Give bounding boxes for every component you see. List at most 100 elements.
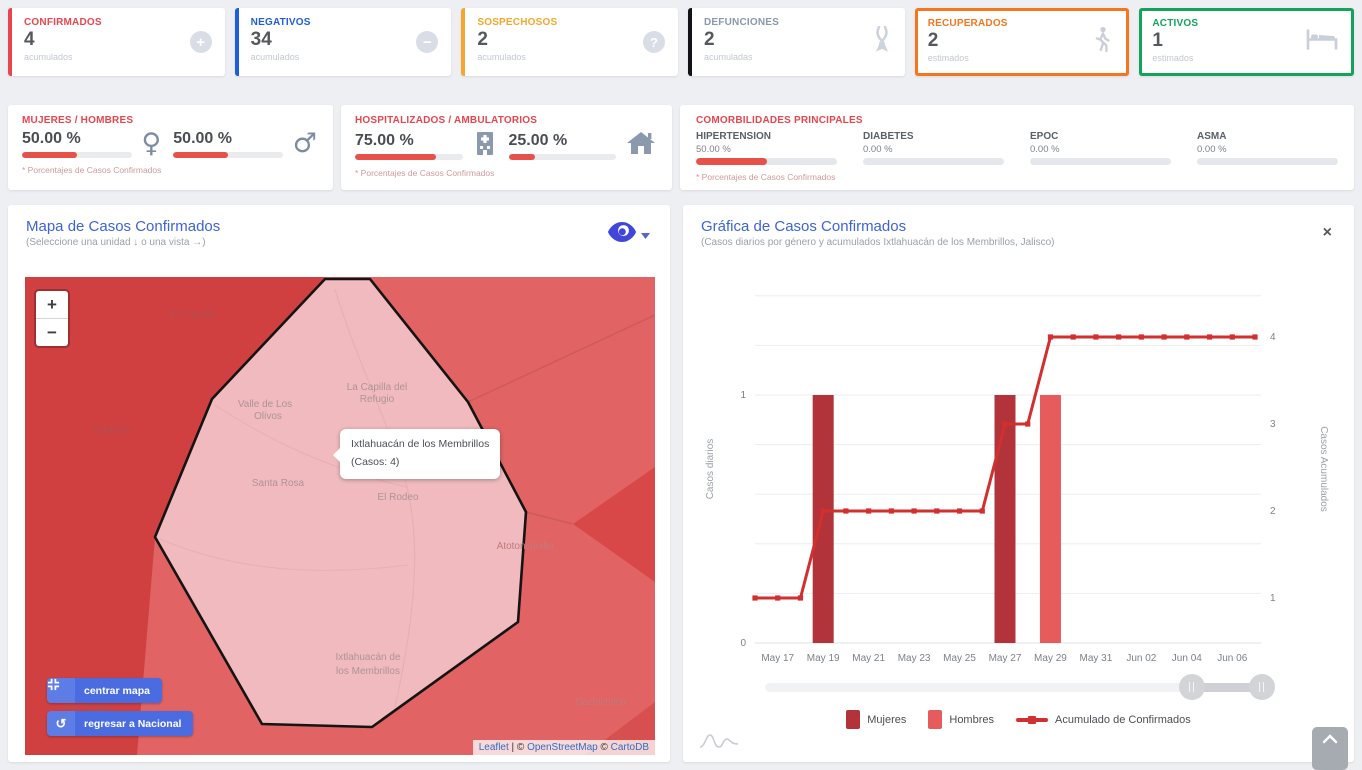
chevron-up-icon [1322, 734, 1338, 744]
slider-handle-left[interactable] [1179, 674, 1205, 700]
bed-icon [1306, 28, 1338, 57]
stat-value: 1 [1152, 30, 1163, 51]
plus-circle-icon: + [189, 31, 212, 53]
map-region-dark[interactable] [25, 277, 325, 755]
hospital-card-title: HOSPITALIZADOS / AMBULATORIOS [355, 115, 538, 126]
map-panel-subtitle: (Seleccione una unidad ↓ o una vista →) [26, 237, 206, 248]
stat-title: DEFUNCIONES [704, 17, 779, 28]
legend-item-acumulado-de-confirmados[interactable]: Acumulado de Confirmados [1016, 714, 1191, 726]
chart-range-slider[interactable] [765, 674, 1275, 700]
map-road [214, 404, 408, 488]
center-map-button[interactable]: centrar mapa [47, 678, 162, 703]
line-marker [888, 508, 894, 514]
stat-subtitle: estimados [927, 52, 969, 63]
map-place-label: Santa Rosa [252, 478, 305, 489]
stat-card-recuperados[interactable]: RECUPERADOS 2 estimados [914, 8, 1130, 76]
map-place-label: Las Trojes [64, 703, 110, 714]
back-to-national-button[interactable]: ↺ regresar a Nacional [47, 711, 194, 736]
stat-card-negativos[interactable]: NEGATIVOS 34 acumulados − [234, 8, 452, 76]
map-tooltip: Ixtlahuacán de los Membrillos (Casos: 4) [332, 429, 501, 479]
tooltip-cases: (Casos: 4) [351, 455, 400, 468]
x-axis-tick: May 29 [1034, 653, 1067, 664]
map-place-label: Valle de Los [238, 399, 292, 410]
male-icon: ♂ [292, 127, 317, 159]
female-percentage: 50.00 % [22, 130, 81, 147]
region-boundary [467, 314, 655, 403]
attribution-separator: | © [508, 742, 528, 753]
stat-subtitle: acumulados [24, 51, 73, 62]
chart-panel: Gráfica de Casos Confirmados (Casos diar… [683, 205, 1354, 762]
comorbidity-value: 0.00 % [1030, 144, 1060, 155]
undo-icon: ↺ [47, 711, 75, 736]
zoom-out-button[interactable]: − [36, 319, 68, 346]
stat-card-confirmados[interactable]: CONFIRMADOS 4 acumulados + [8, 8, 225, 76]
comorbidities-items: HIPERTENSION 50.00 % DIABETES 0.00 % EPOC 0.0… [696, 131, 1338, 165]
chevron-down-icon [641, 226, 650, 244]
map-place-label: los Membrillos [336, 666, 400, 677]
line-marker [866, 508, 872, 514]
comorbidity-progress [1030, 158, 1171, 165]
stat-card-sospechosos[interactable]: SOSPECHOSOS 2 acumulados? [461, 8, 679, 76]
line-marker [911, 508, 917, 514]
stat-card-activos[interactable]: ACTIVOS 1 estimados [1139, 8, 1355, 76]
chart-panel-subtitle: (Casos diarios por género y acumulados I… [701, 237, 1055, 248]
hospital-card: HOSPITALIZADOS / AMBULATORIOS 75.00 % 25… [341, 105, 672, 190]
map-region-wedge[interactable] [573, 467, 655, 582]
bar-hombres[interactable] [1039, 395, 1061, 643]
male-progress-fill [173, 152, 229, 158]
right-axis-tick: 4 [1270, 332, 1276, 343]
map-place-label: Olivos [254, 411, 282, 422]
x-axis-tick: May 17 [761, 653, 794, 664]
line-marker [1184, 334, 1190, 340]
line-marker [1161, 334, 1167, 340]
cases-chart: May 17 May 19 May 21 May 23 May 25 May 27 May … [705, 295, 1329, 664]
line-marker [1025, 421, 1031, 427]
compress-icon [47, 678, 75, 703]
comorbidities-title: COMORBILIDADES PRINCIPALES [696, 115, 863, 126]
slider-handle-right[interactable] [1249, 674, 1275, 700]
female-progress [22, 152, 132, 158]
center-map-label: centrar mapa [84, 684, 150, 697]
line-marker [1093, 334, 1099, 340]
legend-item-hombres[interactable]: Hombres [928, 710, 994, 729]
bar-mujeres[interactable] [812, 395, 834, 643]
bar-mujeres[interactable] [994, 395, 1016, 643]
stat-card-defunciones[interactable]: DEFUNCIONES 2 acumuladas [688, 8, 905, 76]
hospitalized-progress [355, 153, 463, 160]
legend-item-mujeres[interactable]: Mujeres [846, 710, 906, 729]
stat-subtitle: estimados [1152, 52, 1194, 63]
line-marker [1070, 334, 1076, 340]
handle-grip [1189, 682, 1194, 692]
line-marker [1047, 334, 1054, 340]
map-view-selector[interactable] [607, 221, 650, 248]
zoom-in-button[interactable]: + [36, 291, 68, 319]
attribution-separator: © [597, 742, 611, 753]
scroll-to-top-button[interactable] [1312, 727, 1348, 770]
legend-line-swatch [1016, 715, 1048, 724]
map-place-label: La Capilla del [347, 382, 408, 393]
osm-link[interactable]: OpenStreetMap [527, 742, 598, 753]
tooltip-municipality: Ixtlahuacán de los Membrillos [351, 438, 490, 450]
leaflet-link[interactable]: Leaflet [478, 742, 509, 753]
legend-label: Hombres [949, 713, 994, 726]
map-place-label: Ixtlahuacán de [335, 652, 400, 663]
map-road [159, 538, 409, 571]
comorbidity-value: 0.00 % [863, 144, 893, 155]
stat-subtitle: acumulados [250, 51, 300, 62]
carto-link[interactable]: CartoDB [610, 742, 649, 753]
comorbidity-label: HIPERTENSION [696, 131, 772, 142]
comorbidity-hipertension: HIPERTENSION 50.00 % [696, 131, 837, 165]
map-zoom-control: + − [34, 289, 70, 348]
eye-icon [607, 221, 637, 248]
comorbidity-value: 0.00 % [1197, 144, 1227, 155]
map-panel: Mapa de Casos Confirmados (Seleccione un… [8, 205, 670, 762]
close-icon[interactable]: × [1322, 224, 1332, 241]
walking-icon [1091, 26, 1113, 58]
hospitalized-progress-fill [355, 153, 436, 160]
line-marker [775, 595, 781, 601]
comorbidity-value: 50.00 % [696, 144, 731, 155]
line-marker [1002, 421, 1008, 427]
slider-selected-range[interactable] [1192, 683, 1262, 692]
leaflet-map[interactable]: El Capulin Cajititlán Valle de Los Olivos La… [25, 277, 655, 755]
selected-municipality-polygon[interactable] [153, 277, 528, 729]
